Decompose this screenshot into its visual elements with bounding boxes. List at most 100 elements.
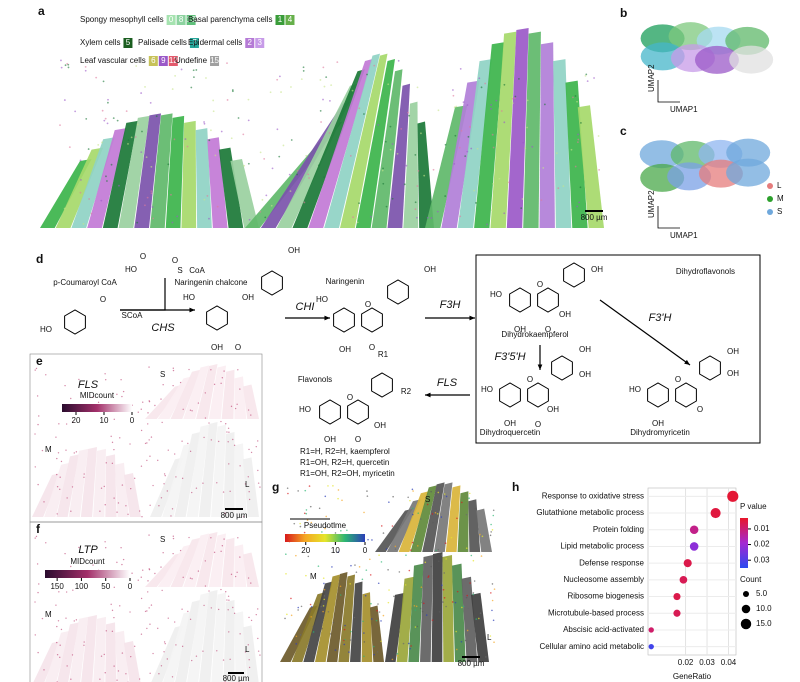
pseudo-spot bbox=[466, 629, 469, 632]
enzyme-label: F3'H bbox=[649, 312, 672, 324]
spot bbox=[127, 143, 129, 145]
tissue-strip bbox=[361, 592, 373, 662]
spot bbox=[423, 174, 426, 177]
expr-spot bbox=[160, 665, 163, 667]
pseudo-spot bbox=[481, 535, 484, 538]
legend-code: 0 bbox=[169, 15, 174, 24]
pseudo-spot bbox=[493, 641, 495, 644]
tissue-strip bbox=[308, 58, 373, 228]
expr-spot bbox=[104, 504, 106, 506]
spot bbox=[216, 205, 219, 208]
spot bbox=[514, 95, 517, 98]
expr-spot bbox=[234, 407, 237, 410]
spot bbox=[263, 157, 266, 160]
legend-code: 12 bbox=[169, 56, 178, 65]
legend-label: Leaf vascular cells bbox=[80, 56, 146, 65]
expr-spot bbox=[140, 408, 142, 410]
spot bbox=[205, 77, 207, 79]
ring bbox=[261, 270, 283, 296]
pseudo-spot bbox=[325, 525, 328, 528]
legend-swatch bbox=[255, 38, 265, 48]
expr-spot bbox=[111, 441, 114, 444]
pseudo-spot bbox=[305, 509, 308, 511]
expr-spot bbox=[103, 653, 105, 656]
expr-spot bbox=[140, 576, 142, 578]
atom-label: HO bbox=[125, 265, 137, 274]
spot bbox=[396, 152, 399, 155]
molecule-name: Dihydromyricetin bbox=[630, 428, 690, 437]
legend-swatch bbox=[210, 56, 220, 66]
expr-spot bbox=[164, 474, 166, 477]
expr-spot bbox=[116, 393, 118, 396]
spot bbox=[151, 206, 154, 208]
pseudo-spot bbox=[419, 518, 422, 520]
atom-label: OH bbox=[559, 310, 571, 319]
expr-spot bbox=[172, 384, 174, 387]
tissue-strip bbox=[145, 384, 184, 419]
spot bbox=[226, 99, 229, 101]
tissue-strip bbox=[398, 491, 429, 552]
ring bbox=[206, 305, 228, 331]
legend-swatch bbox=[176, 15, 186, 25]
legend-swatch bbox=[285, 15, 295, 25]
pseudo-spot bbox=[348, 651, 350, 653]
spot bbox=[276, 128, 279, 131]
legend-label: Basal parenchyma cells bbox=[188, 15, 272, 24]
spot bbox=[407, 111, 409, 114]
expr-spot bbox=[72, 421, 74, 423]
expr-spot bbox=[172, 369, 175, 372]
expr-spot bbox=[162, 384, 164, 386]
expr-spot bbox=[259, 654, 261, 656]
pseudo-spot bbox=[320, 605, 322, 608]
colorbar bbox=[62, 404, 132, 412]
spot bbox=[598, 168, 601, 171]
tissue-strip bbox=[124, 641, 141, 682]
pseudo-spot bbox=[430, 490, 432, 493]
tissue-strip bbox=[71, 137, 115, 228]
pseudo-spot bbox=[334, 532, 337, 534]
pseudo-spot bbox=[369, 574, 372, 576]
axis-label: UMAP2 bbox=[647, 190, 656, 218]
expr-spot bbox=[220, 550, 222, 553]
tissue-strip bbox=[445, 485, 461, 552]
spot bbox=[391, 143, 394, 145]
pseudo-spot bbox=[332, 621, 335, 624]
spot bbox=[328, 132, 331, 134]
expr-spot bbox=[232, 606, 234, 609]
expr-spot bbox=[230, 405, 233, 408]
expr-spot bbox=[34, 537, 36, 539]
spot bbox=[381, 169, 384, 172]
expr-spot bbox=[56, 486, 59, 488]
spot bbox=[320, 121, 322, 123]
pseudo-spot bbox=[455, 630, 457, 633]
tissue-strip bbox=[476, 508, 492, 552]
colorbar-tick-label: 20 bbox=[301, 546, 310, 555]
spot bbox=[503, 121, 506, 124]
pseudo-spot bbox=[411, 507, 414, 510]
ring bbox=[387, 279, 409, 305]
expr-spot bbox=[161, 421, 163, 424]
expr-spot bbox=[66, 665, 68, 667]
pseudo-spot bbox=[382, 614, 385, 617]
spot bbox=[319, 109, 322, 112]
panel-label: d bbox=[36, 252, 43, 266]
spot bbox=[230, 137, 233, 140]
pseudo-spot bbox=[307, 555, 310, 558]
expr-spot bbox=[229, 658, 231, 661]
pseudo-spot bbox=[312, 625, 315, 628]
expr-spot bbox=[160, 566, 162, 568]
spot bbox=[578, 201, 581, 204]
spot bbox=[82, 223, 85, 225]
expr-spot bbox=[181, 440, 183, 442]
dot bbox=[648, 643, 654, 650]
expr-spot bbox=[204, 417, 207, 419]
pseudo-spot bbox=[309, 505, 312, 508]
pseudo-spot bbox=[470, 554, 473, 557]
tissue-strip bbox=[162, 443, 192, 517]
tissue-strip bbox=[340, 53, 388, 228]
expr-spot bbox=[83, 476, 85, 478]
pseudo-spot bbox=[297, 490, 299, 492]
pseudo-spot bbox=[364, 594, 367, 597]
tissue-strip bbox=[199, 590, 218, 682]
expr-spot bbox=[147, 580, 149, 582]
